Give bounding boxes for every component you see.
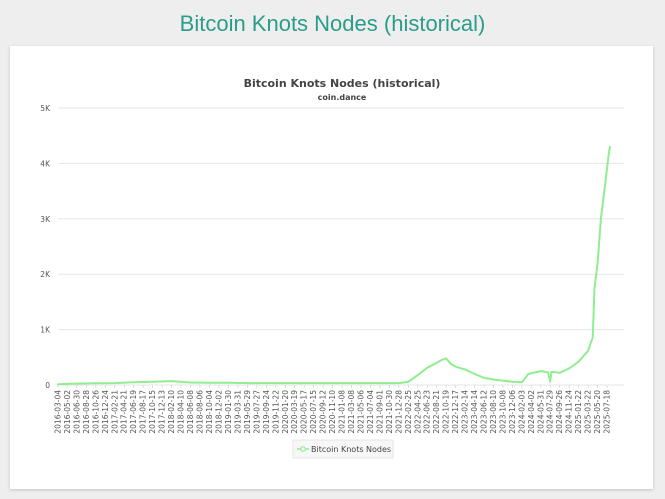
x-tick-label: 2022-04-25 [413, 390, 422, 434]
x-tick-label: 2016-08-28 [82, 390, 91, 434]
x-tick-label: 2020-03-19 [290, 390, 299, 434]
y-tick-label: 2K [40, 270, 51, 279]
x-tick-label: 2025-07-18 [603, 390, 612, 434]
x-tick-label: 2023-04-14 [470, 390, 479, 434]
x-tick-label: 2024-09-26 [555, 390, 564, 434]
x-tick-label: 2025-05-20 [593, 390, 602, 434]
x-tick-label: 2022-10-19 [442, 390, 451, 434]
x-tick-label: 2016-10-26 [91, 390, 100, 434]
x-tick-label: 2020-07-15 [309, 390, 318, 434]
x-tick-label: 2019-07-27 [252, 390, 261, 434]
x-tick-label: 2020-09-12 [319, 390, 328, 434]
x-tick-label: 2021-09-01 [375, 390, 384, 434]
x-tick-label: 2022-02-25 [404, 390, 413, 434]
x-tick-label: 2020-01-20 [281, 390, 290, 434]
page-heading: Bitcoin Knots Nodes (historical) [179, 11, 486, 36]
x-tick-label: 2021-05-06 [356, 390, 365, 434]
x-tick-label: 2021-10-30 [385, 390, 394, 434]
x-tick-label: 2021-12-28 [394, 390, 403, 434]
x-tick-label: 2024-07-29 [546, 390, 555, 434]
x-tick-label: 2018-02-10 [167, 390, 176, 434]
y-tick-label: 1K [40, 326, 51, 335]
legend-box [292, 439, 394, 459]
chart-subtitle: coin.dance [318, 93, 367, 102]
legend-label: Bitcoin Knots Nodes [311, 445, 391, 454]
chart-card: Bitcoin Knots Nodes (historical) coin.da… [10, 46, 653, 489]
x-tick-label: 2016-06-30 [72, 390, 81, 434]
x-tick-label: 2018-06-08 [186, 390, 195, 434]
x-tick-label: 2016-03-04 [54, 390, 63, 434]
x-tick-label: 2018-12-02 [214, 390, 223, 434]
x-tick-label: 2020-05-17 [300, 390, 309, 434]
x-tick-label: 2019-09-24 [262, 390, 271, 434]
y-tick-label: 5K [40, 104, 51, 113]
x-tick-label: 2018-04-10 [177, 390, 186, 434]
x-tick-label: 2017-06-19 [129, 390, 138, 434]
x-tick-label: 2021-01-08 [338, 390, 347, 434]
chart-title: Bitcoin Knots Nodes (historical) [244, 77, 441, 90]
legend-marker-icon [297, 446, 309, 452]
x-tick-label: 2019-03-31 [233, 390, 242, 434]
x-tick-label: 2023-02-14 [461, 390, 470, 434]
series-layer [57, 145, 611, 386]
x-tick-label: 2024-05-31 [536, 390, 545, 434]
x-tick-label: 2023-10-08 [498, 390, 507, 434]
x-tick-label: 2016-05-02 [63, 390, 72, 434]
x-tick-label: 2023-12-06 [508, 390, 517, 434]
x-tick-label: 2020-11-10 [328, 390, 337, 434]
x-tick-label: 2021-07-04 [366, 390, 375, 434]
x-tick-label: 2022-12-17 [451, 390, 460, 434]
x-tick-label: 2021-03-08 [347, 390, 356, 434]
x-tick-label: 2016-12-24 [101, 390, 110, 434]
gridlines [58, 107, 624, 386]
x-tick-label: 2018-10-04 [205, 390, 214, 434]
x-tick-label: 2017-04-21 [120, 390, 129, 434]
y-axis: 0 1K 2K 3K 4K 5K [40, 104, 51, 390]
y-tick-label: 0 [45, 381, 50, 390]
y-tick-label: 3K [40, 215, 51, 224]
x-tick-label: 2025-01-22 [574, 390, 583, 434]
x-tick-label: 2024-02-03 [517, 390, 526, 434]
x-tick-label: 2022-08-21 [432, 390, 441, 434]
x-tick-label: 2023-08-10 [489, 390, 498, 434]
x-tick-label: 2025-03-22 [584, 390, 593, 434]
series-line[interactable] [57, 145, 611, 386]
legend[interactable]: Bitcoin Knots Nodes [292, 439, 394, 459]
x-tick-label: 2019-05-29 [243, 390, 252, 434]
x-tick-label: 2018-08-06 [195, 390, 204, 434]
x-axis: 2016-03-04 2016-05-02 2016-06-30 2016-08-28… [54, 385, 612, 434]
y-tick-label: 4K [40, 159, 51, 168]
x-tick-label: 2023-06-12 [479, 390, 488, 434]
x-tick-label: 2017-10-15 [148, 390, 157, 434]
x-tick-label: 2022-06-23 [423, 390, 432, 434]
x-tick-label: 2024-11-24 [565, 390, 574, 434]
x-tick-label: 2019-11-22 [271, 390, 280, 434]
x-tick-label: 2017-12-13 [158, 390, 167, 434]
x-tick-label: 2019-01-30 [224, 390, 233, 434]
x-tick-label: 2017-08-17 [139, 390, 148, 434]
line-chart: Bitcoin Knots Nodes (historical) coin.da… [40, 77, 624, 459]
x-tick-label: 2017-02-21 [110, 390, 119, 434]
x-tick-label: 2024-04-02 [527, 390, 536, 434]
